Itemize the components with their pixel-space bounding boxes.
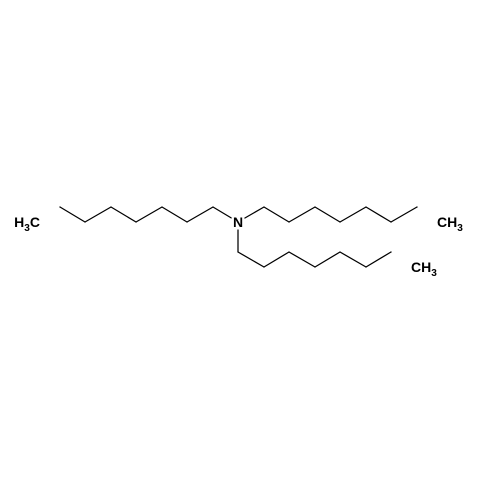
bond (162, 207, 187, 222)
bond (391, 207, 417, 222)
bond (264, 207, 289, 222)
bond (245, 207, 264, 218)
bond (340, 207, 366, 222)
bond (289, 252, 315, 267)
atom-label-c1: H3C (14, 214, 40, 234)
atom-label-N: N (233, 214, 243, 230)
bond (289, 207, 315, 222)
bond (85, 207, 111, 222)
bond (136, 207, 162, 222)
bond (366, 207, 391, 222)
bond (315, 252, 340, 267)
bond (264, 252, 289, 267)
bond (340, 252, 366, 267)
bond (187, 207, 213, 222)
bond (238, 252, 264, 267)
bond (111, 207, 136, 222)
atom-label-r8: CH3 (437, 214, 463, 234)
bond (366, 252, 391, 267)
atom-label-d8: CH3 (411, 259, 437, 279)
molecule-diagram: N H3C CH3 CH3 (0, 0, 500, 500)
bond (315, 207, 340, 222)
bond (60, 207, 85, 222)
bond (213, 207, 231, 218)
